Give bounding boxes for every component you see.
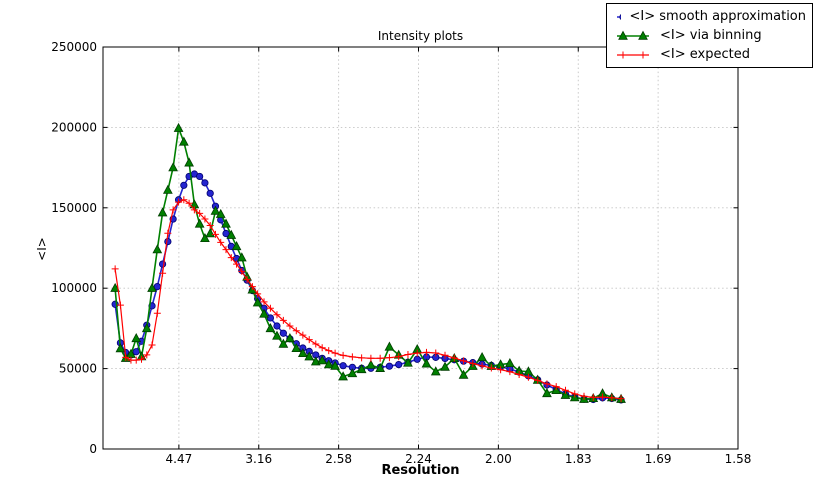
- svg-text:2.58: 2.58: [325, 452, 352, 466]
- svg-text:3.16: 3.16: [245, 452, 272, 466]
- svg-text:2.00: 2.00: [485, 452, 512, 466]
- y-tick-labels: 0 50000 100000 150000 200000 250000: [51, 40, 97, 456]
- legend: <I> smooth approximation <I> via binning <…: [606, 3, 813, 68]
- x-tick-labels: 4.47 3.16 2.58 2.24 2.00 1.83 1.69 1.58: [166, 452, 752, 466]
- legend-entry: <I> smooth approximation: [615, 7, 806, 26]
- series-1: [110, 122, 626, 403]
- axes-box: [102, 46, 739, 450]
- y-axis-label: <I>: [35, 237, 49, 261]
- legend-entry: <I> expected: [615, 45, 806, 64]
- svg-text:1.69: 1.69: [645, 452, 672, 466]
- svg-text:1.58: 1.58: [725, 452, 752, 466]
- chart-title: Intensity plots: [377, 29, 464, 43]
- svg-text:2.24: 2.24: [405, 452, 432, 466]
- svg-text:0: 0: [89, 442, 97, 456]
- legend-entry-label: <I> via binning: [660, 28, 762, 43]
- svg-text:1.83: 1.83: [565, 452, 592, 466]
- svg-text:200000: 200000: [51, 120, 97, 134]
- legend-marker-plus-icon: [617, 51, 649, 58]
- legend-entry-label: <I> expected: [660, 47, 750, 62]
- legend-marker-circle-icon: [617, 13, 621, 20]
- grid: [103, 47, 738, 449]
- legend-entry: <I> via binning: [615, 26, 806, 45]
- svg-text:250000: 250000: [51, 40, 97, 54]
- legend-entry-label: <I> smooth approximation: [629, 9, 806, 24]
- series-2: [111, 196, 625, 403]
- svg-text:4.47: 4.47: [166, 452, 193, 466]
- x-axis-label: Resolution: [381, 463, 460, 478]
- legend-marker-triangle-up-icon: [617, 30, 649, 40]
- svg-text:50000: 50000: [59, 362, 97, 376]
- svg-text:100000: 100000: [51, 281, 97, 295]
- svg-text:150000: 150000: [51, 201, 97, 215]
